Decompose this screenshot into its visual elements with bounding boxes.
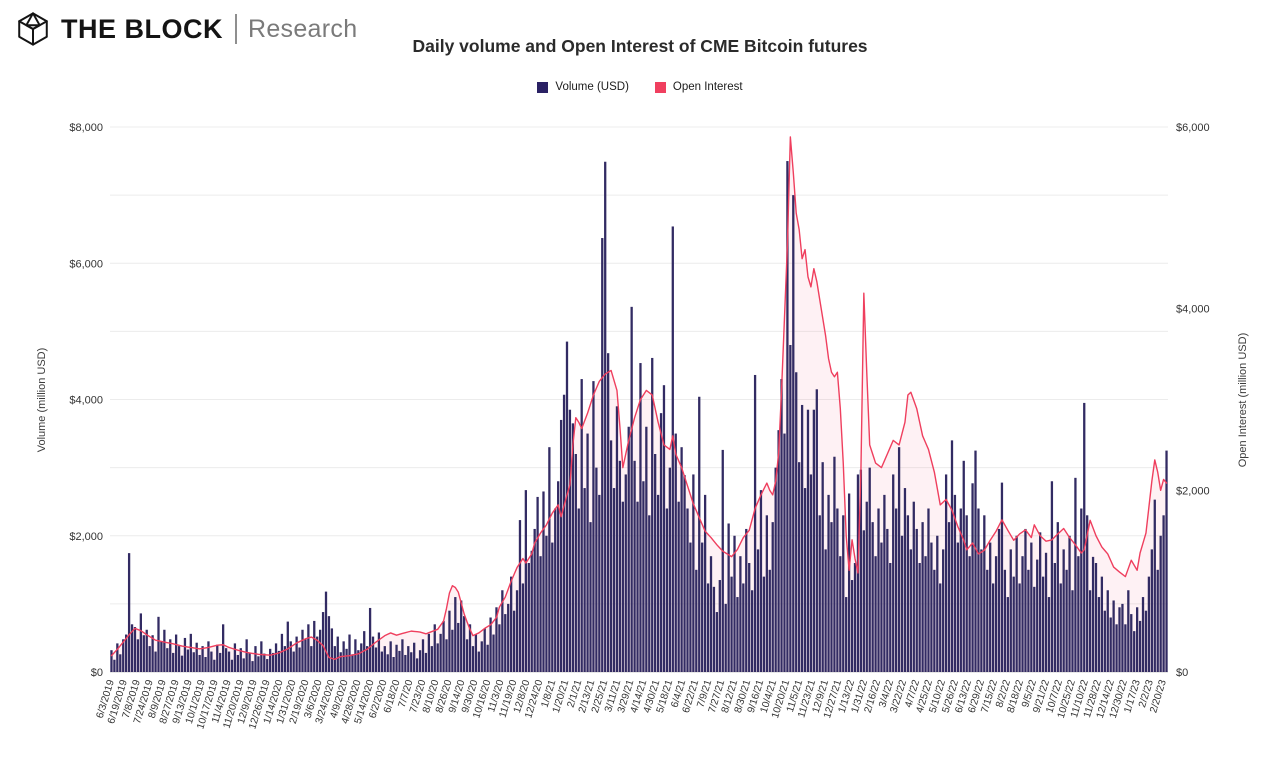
brand-divider [235,14,237,44]
brand-subtitle: Research [248,14,358,43]
open-interest-legend-label: Open Interest [672,81,743,93]
block-cube-icon [18,12,48,46]
volume-bars [110,161,1168,673]
left-tick-label: $2,000 [69,531,103,543]
gridlines [110,126,1168,673]
left-tick-label: $6,000 [69,258,103,270]
right-tick-label: $0 [1176,667,1188,679]
open-interest-line [110,136,1168,660]
volume-legend-swatch [537,81,549,93]
right-tick-label: $2,000 [1176,485,1210,497]
right-axis-ticks: $0 $2,000 $4,000 $6,000 [1176,122,1210,679]
chart-legend: Volume (USD) Open Interest [0,81,1280,93]
legend-item-volume: Volume (USD) [537,81,629,93]
brand-name: THE BLOCK [61,13,223,44]
right-tick-label: $6,000 [1176,122,1210,134]
chart-title: Daily volume and Open Interest of CME Bi… [412,36,868,56]
legend-item-open-interest: Open Interest [654,81,743,93]
left-axis-ticks: $0 $2,000 $4,000 $6,000 $8,000 [69,122,103,679]
x-axis-ticks: 6/3/20196/19/20197/8/20197/24/20198/9/20… [95,678,1169,730]
left-tick-label: $4,000 [69,395,103,407]
right-tick-label: $4,000 [1176,304,1210,316]
volume-legend-label: Volume (USD) [555,81,629,93]
left-tick-label: $0 [91,667,103,679]
open-interest-legend-swatch [654,81,666,93]
brand-logo: THE BLOCK Research [14,8,357,50]
left-tick-label: $8,000 [69,122,103,134]
